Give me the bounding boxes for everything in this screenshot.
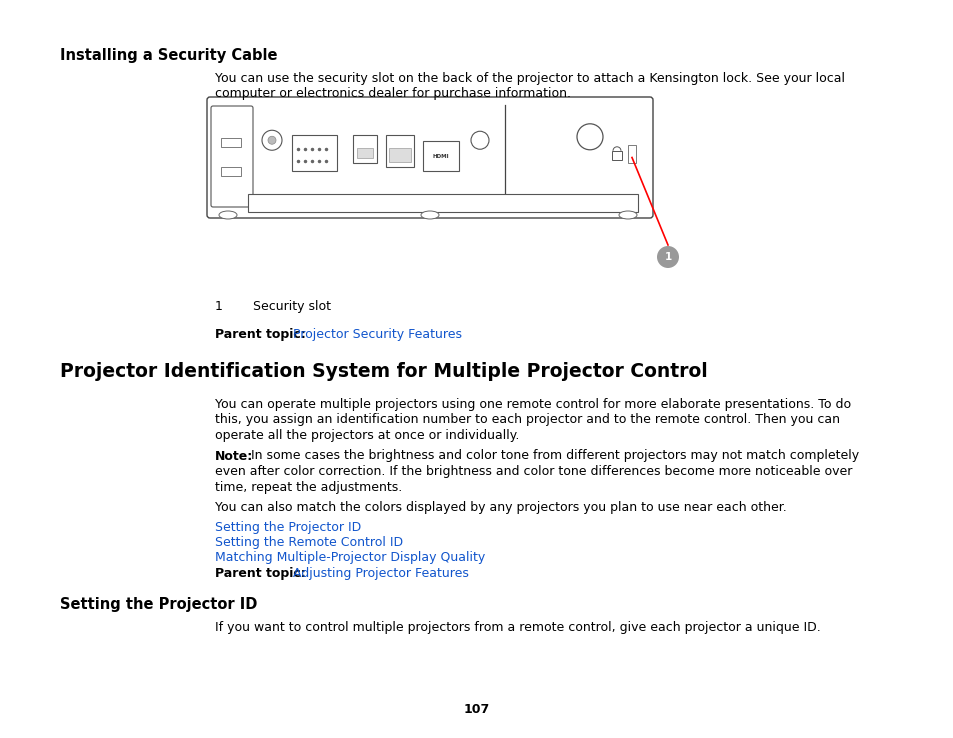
Bar — [627, 145, 636, 163]
Text: Projector Identification System for Multiple Projector Control: Projector Identification System for Mult… — [60, 362, 707, 381]
Circle shape — [268, 137, 275, 144]
Text: this, you assign an identification number to each projector and to the remote co: this, you assign an identification numbe… — [214, 413, 840, 427]
Text: Parent topic:: Parent topic: — [214, 328, 305, 341]
Bar — [221, 138, 241, 147]
Text: You can operate multiple projectors using one remote control for more elaborate : You can operate multiple projectors usin… — [214, 398, 850, 411]
Text: computer or electronics dealer for purchase information.: computer or electronics dealer for purch… — [214, 88, 571, 100]
Text: Setting the Remote Control ID: Setting the Remote Control ID — [214, 536, 403, 549]
FancyBboxPatch shape — [211, 106, 253, 207]
Text: 107: 107 — [463, 703, 490, 716]
Circle shape — [262, 130, 282, 151]
Circle shape — [471, 131, 489, 149]
Text: If you want to control multiple projectors from a remote control, give each proj: If you want to control multiple projecto… — [214, 621, 820, 633]
Text: Setting the Projector ID: Setting the Projector ID — [60, 596, 257, 612]
Text: Projector Security Features: Projector Security Features — [293, 328, 461, 341]
Bar — [422, 141, 458, 171]
Ellipse shape — [618, 211, 637, 219]
Text: You can use the security slot on the back of the projector to attach a Kensingto: You can use the security slot on the bac… — [214, 72, 844, 85]
Ellipse shape — [219, 211, 236, 219]
Text: Matching Multiple-Projector Display Quality: Matching Multiple-Projector Display Qual… — [214, 551, 485, 565]
Ellipse shape — [420, 211, 438, 219]
Text: You can also match the colors displayed by any projectors you plan to use near e: You can also match the colors displayed … — [214, 501, 786, 514]
Text: Note:: Note: — [214, 449, 253, 463]
Bar — [248, 194, 638, 212]
FancyBboxPatch shape — [207, 97, 652, 218]
Bar — [353, 135, 376, 163]
Text: HDMI: HDMI — [433, 154, 449, 159]
Bar — [356, 148, 373, 158]
Bar — [221, 167, 241, 176]
Text: time, repeat the adjustments.: time, repeat the adjustments. — [214, 480, 402, 494]
Text: even after color correction. If the brightness and color tone differences become: even after color correction. If the brig… — [214, 465, 851, 478]
Text: Security slot: Security slot — [253, 300, 331, 313]
Text: 1: 1 — [663, 252, 671, 262]
Circle shape — [577, 124, 602, 150]
Text: Setting the Projector ID: Setting the Projector ID — [214, 520, 361, 534]
Text: Parent topic:: Parent topic: — [214, 567, 305, 580]
Bar — [292, 135, 336, 171]
Text: Installing a Security Cable: Installing a Security Cable — [60, 48, 277, 63]
Text: operate all the projectors at once or individually.: operate all the projectors at once or in… — [214, 429, 518, 442]
Text: Adjusting Projector Features: Adjusting Projector Features — [293, 567, 468, 580]
Bar — [386, 135, 414, 167]
Text: 1: 1 — [214, 300, 223, 313]
Text: In some cases the brightness and color tone from different projectors may not ma: In some cases the brightness and color t… — [247, 449, 859, 463]
Circle shape — [657, 246, 679, 268]
Bar — [389, 148, 411, 162]
Bar — [612, 151, 621, 160]
